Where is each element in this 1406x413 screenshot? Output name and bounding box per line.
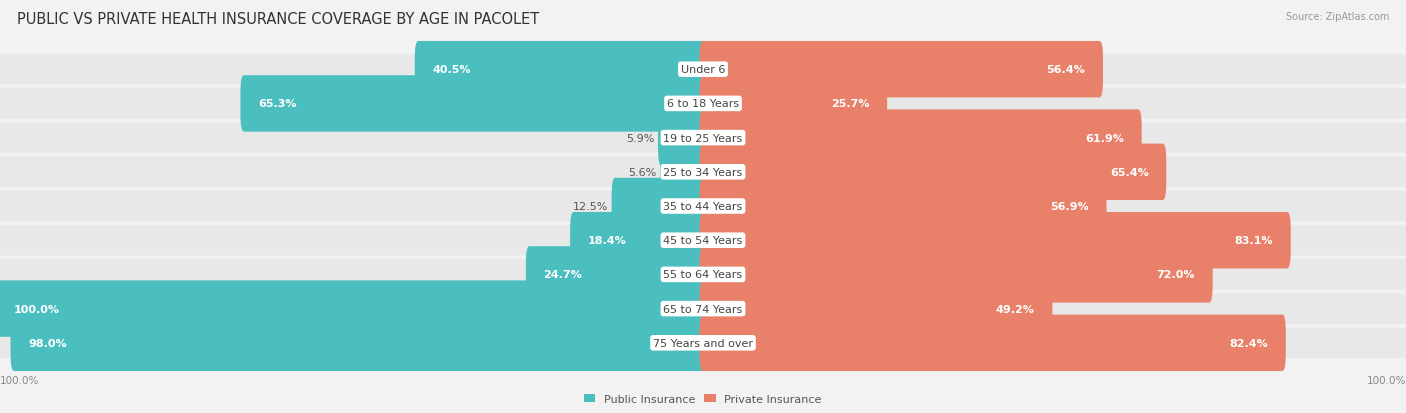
FancyBboxPatch shape (0, 157, 1406, 188)
Text: 56.9%: 56.9% (1050, 202, 1090, 211)
Text: 98.0%: 98.0% (28, 338, 66, 348)
FancyBboxPatch shape (0, 294, 1406, 324)
Text: 65 to 74 Years: 65 to 74 Years (664, 304, 742, 314)
Text: 100.0%: 100.0% (1367, 375, 1406, 385)
FancyBboxPatch shape (700, 144, 1167, 201)
Text: Source: ZipAtlas.com: Source: ZipAtlas.com (1285, 12, 1389, 22)
Text: 75 Years and over: 75 Years and over (652, 338, 754, 348)
FancyBboxPatch shape (0, 123, 1406, 154)
Text: 5.9%: 5.9% (626, 133, 654, 143)
FancyBboxPatch shape (0, 328, 1406, 358)
Text: 56.4%: 56.4% (1046, 65, 1085, 75)
FancyBboxPatch shape (700, 178, 1107, 235)
FancyBboxPatch shape (526, 247, 707, 303)
FancyBboxPatch shape (0, 89, 1406, 119)
Text: 100.0%: 100.0% (0, 375, 39, 385)
Text: 82.4%: 82.4% (1229, 338, 1268, 348)
Text: 45 to 54 Years: 45 to 54 Years (664, 236, 742, 246)
Text: 55 to 64 Years: 55 to 64 Years (664, 270, 742, 280)
FancyBboxPatch shape (415, 42, 707, 98)
Text: 24.7%: 24.7% (543, 270, 582, 280)
FancyBboxPatch shape (240, 76, 707, 132)
FancyBboxPatch shape (700, 76, 887, 132)
Text: 83.1%: 83.1% (1234, 236, 1272, 246)
Text: 5.6%: 5.6% (628, 167, 657, 177)
FancyBboxPatch shape (0, 259, 1406, 290)
Text: 61.9%: 61.9% (1085, 133, 1125, 143)
Text: Under 6: Under 6 (681, 65, 725, 75)
FancyBboxPatch shape (0, 55, 1406, 85)
Text: 19 to 25 Years: 19 to 25 Years (664, 133, 742, 143)
FancyBboxPatch shape (658, 110, 707, 166)
Text: 25.7%: 25.7% (831, 99, 869, 109)
FancyBboxPatch shape (0, 225, 1406, 256)
Text: 100.0%: 100.0% (14, 304, 60, 314)
FancyBboxPatch shape (661, 144, 707, 201)
Text: 25 to 34 Years: 25 to 34 Years (664, 167, 742, 177)
Text: 12.5%: 12.5% (572, 202, 609, 211)
FancyBboxPatch shape (700, 110, 1142, 166)
FancyBboxPatch shape (700, 281, 1052, 337)
Text: 18.4%: 18.4% (588, 236, 627, 246)
FancyBboxPatch shape (612, 178, 707, 235)
FancyBboxPatch shape (0, 191, 1406, 222)
Text: 6 to 18 Years: 6 to 18 Years (666, 99, 740, 109)
Text: 49.2%: 49.2% (995, 304, 1035, 314)
FancyBboxPatch shape (700, 42, 1104, 98)
FancyBboxPatch shape (571, 212, 707, 269)
FancyBboxPatch shape (700, 212, 1291, 269)
FancyBboxPatch shape (700, 315, 1286, 371)
Text: 72.0%: 72.0% (1157, 270, 1195, 280)
Text: 65.3%: 65.3% (259, 99, 297, 109)
FancyBboxPatch shape (0, 281, 707, 337)
Text: 35 to 44 Years: 35 to 44 Years (664, 202, 742, 211)
Text: 65.4%: 65.4% (1109, 167, 1149, 177)
FancyBboxPatch shape (10, 315, 707, 371)
Legend: Public Insurance, Private Insurance: Public Insurance, Private Insurance (579, 389, 827, 408)
Text: PUBLIC VS PRIVATE HEALTH INSURANCE COVERAGE BY AGE IN PACOLET: PUBLIC VS PRIVATE HEALTH INSURANCE COVER… (17, 12, 538, 27)
FancyBboxPatch shape (700, 247, 1212, 303)
Text: 40.5%: 40.5% (433, 65, 471, 75)
